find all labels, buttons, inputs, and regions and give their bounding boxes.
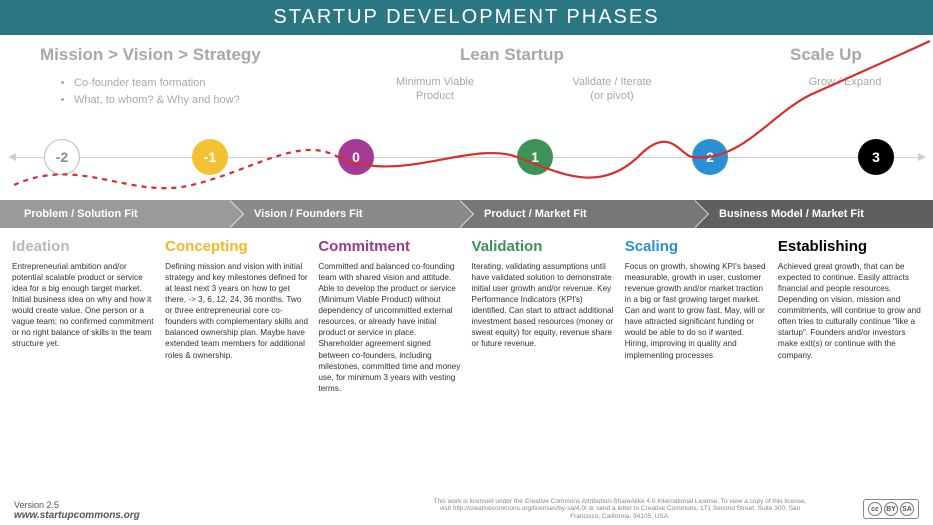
column-validation: Validation Iterating, validating assumpti… bbox=[472, 238, 615, 394]
column-body-1: Defining mission and vision with initial… bbox=[165, 261, 308, 361]
column-establishing: Establishing Achieved great growth, that … bbox=[778, 238, 921, 394]
column-title-1: Concepting bbox=[165, 238, 308, 255]
column-body-0: Entrepreneurial ambition and/or potentia… bbox=[12, 261, 155, 350]
phase-node-3: 3 bbox=[858, 139, 894, 175]
phase-node-2: 2 bbox=[692, 139, 728, 175]
arrow-left-icon bbox=[8, 153, 16, 161]
chevron-1: Vision / Founders Fit bbox=[230, 200, 460, 228]
column-title-2: Commitment bbox=[318, 238, 461, 255]
title-bar: STARTUP DEVELOPMENT PHASES bbox=[0, 0, 933, 35]
sublabel-1: Validate / Iterate(or pivot) bbox=[552, 75, 672, 104]
phase-node-1: 1 bbox=[517, 139, 553, 175]
version-label: Version 2.5 bbox=[14, 500, 140, 510]
column-scaling: Scaling Focus on growth, showing KPI's ba… bbox=[625, 238, 768, 394]
breadcrumb-mission-vision-strategy: Mission > Vision > Strategy bbox=[40, 45, 261, 65]
column-body-3: Iterating, validating assumptions until … bbox=[472, 261, 615, 350]
column-body-5: Achieved great growth, that can be expec… bbox=[778, 261, 921, 361]
cofounder-bullets: Co-founder team formation What, to whom?… bbox=[60, 75, 240, 108]
breadcrumb-scale-up: Scale Up bbox=[790, 45, 862, 65]
top-region: Mission > Vision > Strategy Lean Startup… bbox=[0, 35, 933, 200]
by-icon: BY bbox=[884, 502, 898, 516]
column-title-3: Validation bbox=[472, 238, 615, 255]
license-text: This work is licensed under the Creative… bbox=[430, 498, 810, 521]
chevron-2: Product / Market Fit bbox=[460, 200, 695, 228]
page-title: STARTUP DEVELOPMENT PHASES bbox=[273, 6, 659, 28]
column-concepting: Concepting Defining mission and vision wi… bbox=[165, 238, 308, 394]
cc-badge: cc BY SA bbox=[863, 499, 919, 519]
chevron-0: Problem / Solution Fit bbox=[0, 200, 230, 228]
bullet-2: What, to whom? & Why and how? bbox=[74, 92, 240, 109]
sublabel-2: Grow / Expand bbox=[790, 75, 900, 89]
site-url: www.startupcommons.org bbox=[14, 510, 140, 521]
bullet-1: Co-founder team formation bbox=[74, 75, 240, 92]
phase-node-neg2: -2 bbox=[44, 139, 80, 175]
phase-columns: Ideation Entrepreneurial ambition and/or … bbox=[0, 228, 933, 394]
cc-icon: cc bbox=[868, 502, 882, 516]
chevron-3: Business Model / Market Fit bbox=[695, 200, 933, 228]
timeline-line bbox=[14, 157, 920, 158]
timeline-axis bbox=[0, 157, 933, 158]
breadcrumb-lean-startup: Lean Startup bbox=[460, 45, 564, 65]
sa-icon: SA bbox=[900, 502, 914, 516]
chevron-band: Problem / Solution FitVision / Founders … bbox=[0, 200, 933, 228]
column-commitment: Commitment Committed and balanced co-foun… bbox=[318, 238, 461, 394]
footer: Version 2.5 www.startupcommons.org bbox=[14, 500, 140, 521]
column-body-2: Committed and balanced co-founding team … bbox=[318, 261, 461, 394]
column-title-5: Establishing bbox=[778, 238, 921, 255]
arrow-right-icon bbox=[918, 153, 926, 161]
phase-node-0: 0 bbox=[338, 139, 374, 175]
sublabel-0: Minimum ViableProduct bbox=[380, 75, 490, 104]
column-title-4: Scaling bbox=[625, 238, 768, 255]
column-ideation: Ideation Entrepreneurial ambition and/or … bbox=[12, 238, 155, 394]
column-title-0: Ideation bbox=[12, 238, 155, 255]
phase-node-neg1: -1 bbox=[192, 139, 228, 175]
column-body-4: Focus on growth, showing KPI's based mea… bbox=[625, 261, 768, 361]
